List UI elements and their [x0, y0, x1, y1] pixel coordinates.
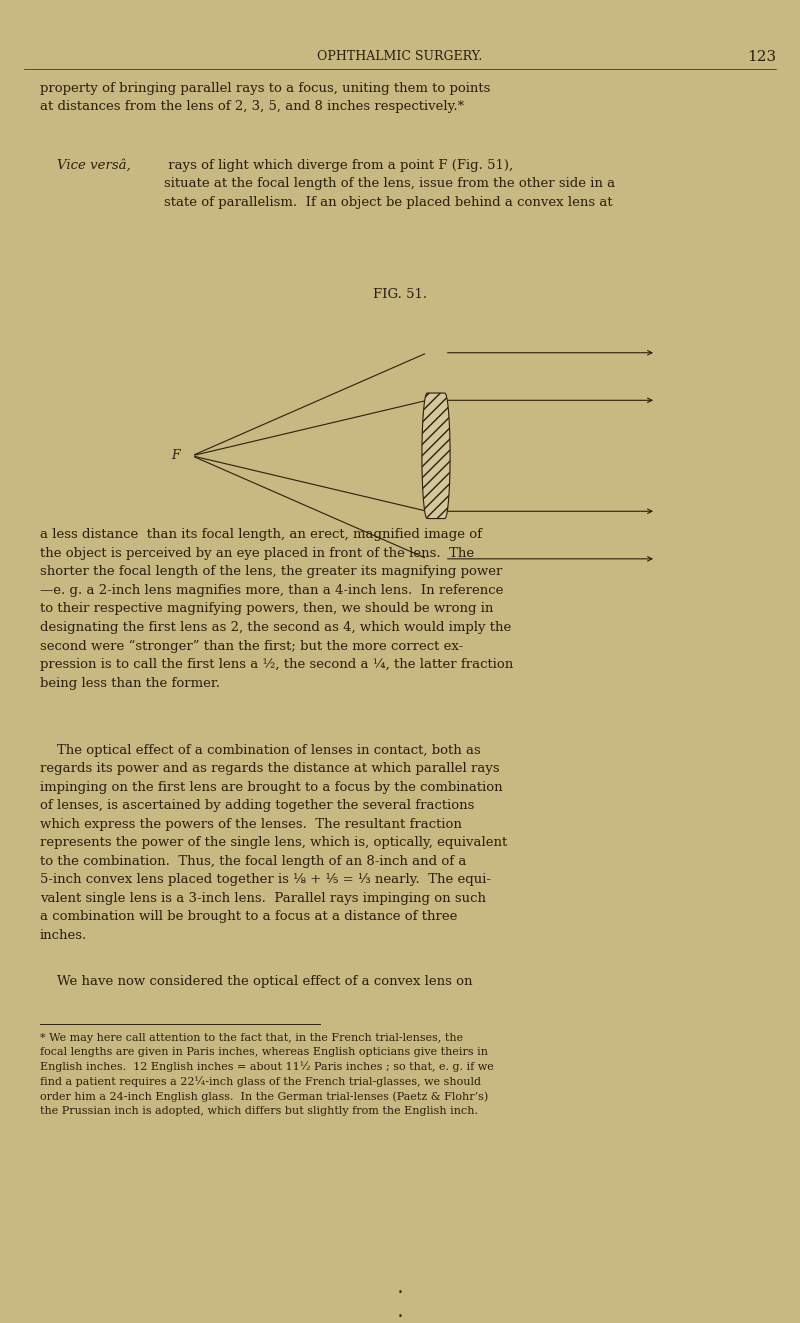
Text: a less distance  than its focal length, an erect, magnified image of
the object : a less distance than its focal length, a… [40, 528, 514, 689]
Text: rays of light which diverge from a point F (Fig. 51),
situate at the focal lengt: rays of light which diverge from a point… [164, 159, 615, 209]
Text: 123: 123 [747, 50, 776, 65]
Text: •: • [398, 1312, 402, 1320]
Text: property of bringing parallel rays to a focus, uniting them to points
at distanc: property of bringing parallel rays to a … [40, 82, 490, 114]
Text: F: F [171, 450, 180, 462]
Text: FIG. 51.: FIG. 51. [373, 288, 427, 302]
Text: Vice versâ,: Vice versâ, [40, 159, 130, 172]
Text: The optical effect of a combination of lenses in contact, both as
regards its po: The optical effect of a combination of l… [40, 744, 507, 942]
Text: * We may here call attention to the fact that, in the French trial-lenses, the
f: * We may here call attention to the fact… [40, 1033, 494, 1117]
Text: •: • [398, 1289, 402, 1297]
Text: OPHTHALMIC SURGERY.: OPHTHALMIC SURGERY. [318, 50, 482, 64]
Polygon shape [422, 393, 450, 519]
Text: We have now considered the optical effect of a convex lens on: We have now considered the optical effec… [40, 975, 473, 988]
